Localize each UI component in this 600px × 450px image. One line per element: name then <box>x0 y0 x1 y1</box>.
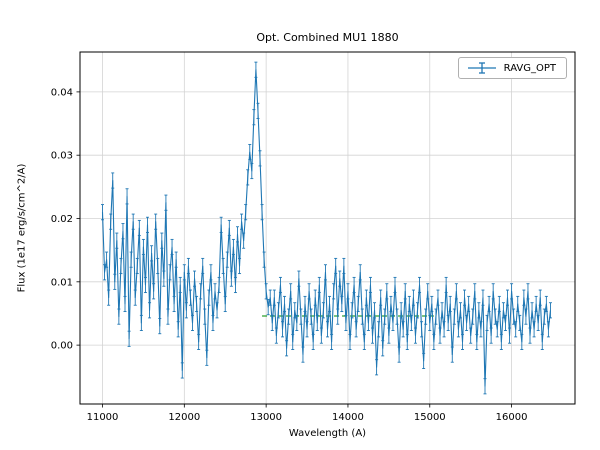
x-tick-label: 13000 <box>250 412 282 423</box>
chart-title: Opt. Combined MU1 1880 <box>256 31 399 44</box>
legend: RAVG_OPT <box>457 57 567 79</box>
x-tick-label: 11000 <box>87 412 119 423</box>
y-axis-label: Flux (1e17 erg/s/cm^2/A) <box>16 163 28 293</box>
x-tick-label: 15000 <box>414 412 446 423</box>
x-tick-label: 12000 <box>168 412 200 423</box>
x-axis-label: Wavelength (A) <box>288 428 367 439</box>
y-tick-label: 0.03 <box>51 151 73 162</box>
legend-label: RAVG_OPT <box>503 62 556 74</box>
y-tick-label: 0.01 <box>51 277 73 288</box>
legend-errorbar-icon <box>467 62 496 74</box>
x-tick-label: 16000 <box>496 412 528 423</box>
y-tick-label: 0.00 <box>51 341 73 352</box>
data-line <box>101 69 551 387</box>
axes-border <box>79 51 576 405</box>
x-tick-label: 14000 <box>332 412 364 423</box>
y-tick-label: 0.02 <box>51 214 73 225</box>
y-tick-label: 0.04 <box>51 87 73 98</box>
